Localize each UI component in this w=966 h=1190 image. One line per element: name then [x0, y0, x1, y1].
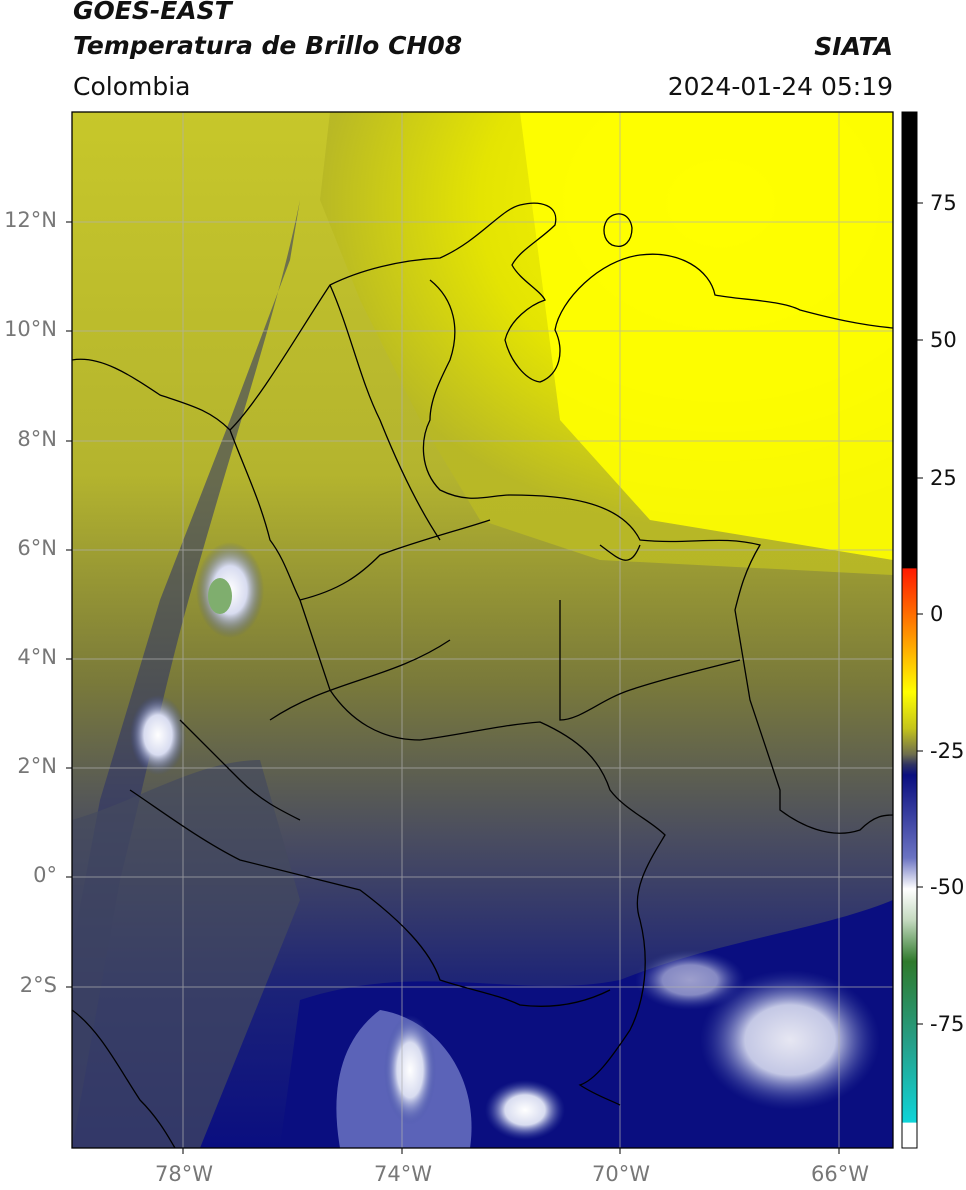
lat-label: 0° — [33, 863, 57, 887]
brightness-temperature-field — [72, 112, 893, 1148]
axis-ticks — [66, 221, 840, 1154]
map-frame — [71, 111, 894, 1149]
lat-label: 12°N — [4, 208, 57, 232]
lon-label: 78°W — [155, 1162, 213, 1186]
lon-label: 66°W — [811, 1162, 869, 1186]
lat-label: 6°N — [17, 536, 57, 560]
region-label: Colombia — [73, 72, 191, 101]
colorbar-ticks — [917, 202, 923, 1025]
colorbar-label: -75 — [930, 1012, 965, 1036]
product-title: Temperatura de Brillo CH08 — [73, 31, 463, 60]
colorbar-label: 50 — [930, 328, 957, 352]
lat-label: 2°S — [19, 973, 57, 997]
lat-label: 10°N — [4, 317, 57, 341]
graticule — [72, 112, 893, 1148]
country-borders — [72, 202, 893, 1148]
lat-label: 8°N — [17, 427, 57, 451]
lat-label: 2°N — [17, 754, 57, 778]
lon-label: 70°W — [592, 1162, 650, 1186]
colorbar-label: 25 — [930, 466, 957, 490]
colorbar-label: 0 — [930, 602, 944, 626]
lat-label: 4°N — [17, 645, 57, 669]
lon-label: 74°W — [374, 1162, 432, 1186]
colorbar-label: -25 — [930, 739, 965, 763]
colorbar-label: 75 — [930, 191, 957, 215]
colorbar-label: -50 — [930, 875, 965, 899]
brand-label: SIATA — [814, 32, 893, 61]
satellite-title: GOES-EAST — [73, 0, 232, 25]
colorbar — [901, 111, 918, 1149]
timestamp-label: 2024-01-24 05:19 — [667, 72, 893, 101]
